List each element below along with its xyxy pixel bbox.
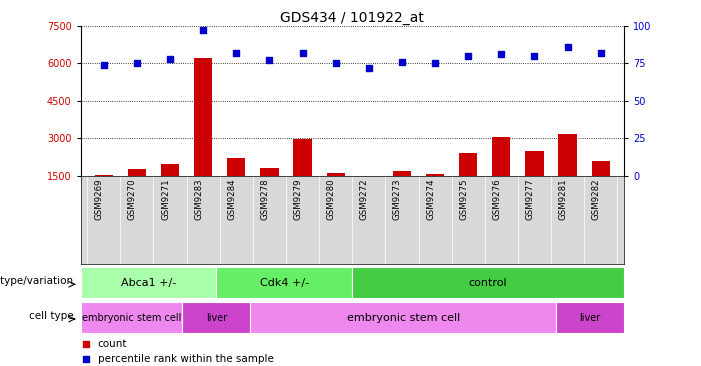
- Point: [529, 53, 540, 59]
- Bar: [250, 302, 556, 333]
- Point: [98, 62, 109, 68]
- Bar: [592, 161, 610, 176]
- Text: count: count: [97, 339, 127, 348]
- Point: [430, 60, 441, 66]
- Point: [562, 44, 573, 49]
- Text: cell type: cell type: [29, 311, 74, 321]
- Text: GSM9284: GSM9284: [227, 178, 236, 220]
- Text: GSM9271: GSM9271: [161, 178, 170, 220]
- Text: GSM9270: GSM9270: [128, 178, 137, 220]
- Point: [297, 50, 308, 56]
- Bar: [492, 137, 510, 176]
- Point: [264, 57, 275, 63]
- Point: [165, 56, 176, 61]
- Bar: [525, 151, 543, 176]
- Point: [396, 59, 407, 64]
- Text: GSM9279: GSM9279: [294, 178, 303, 220]
- Bar: [459, 153, 477, 176]
- Point: [81, 356, 92, 362]
- Text: GSM9278: GSM9278: [261, 178, 269, 220]
- Bar: [95, 175, 113, 176]
- Bar: [559, 134, 577, 176]
- Bar: [294, 139, 312, 176]
- Text: GSM9276: GSM9276: [492, 178, 501, 220]
- Text: GSM9277: GSM9277: [526, 178, 534, 220]
- Bar: [556, 302, 624, 333]
- Bar: [227, 158, 245, 176]
- Text: GSM9269: GSM9269: [95, 178, 104, 220]
- Point: [131, 60, 142, 66]
- Point: [330, 60, 341, 66]
- Point: [198, 27, 209, 33]
- Text: GSM9281: GSM9281: [559, 178, 568, 220]
- Point: [463, 53, 474, 59]
- Bar: [327, 173, 345, 176]
- Text: GSM9273: GSM9273: [393, 178, 402, 220]
- Text: GSM9282: GSM9282: [592, 178, 601, 220]
- Text: control: control: [469, 278, 508, 288]
- Text: percentile rank within the sample: percentile rank within the sample: [97, 354, 273, 364]
- Bar: [128, 169, 146, 176]
- Bar: [353, 267, 624, 298]
- Text: embryonic stem cell: embryonic stem cell: [82, 313, 182, 322]
- Bar: [182, 302, 250, 333]
- Text: genotype/variation: genotype/variation: [0, 276, 74, 286]
- Point: [595, 50, 606, 56]
- Text: liver: liver: [579, 313, 601, 322]
- Point: [363, 65, 374, 71]
- Text: Cdk4 +/-: Cdk4 +/-: [260, 278, 309, 288]
- Bar: [426, 174, 444, 176]
- Bar: [81, 302, 182, 333]
- Text: GSM9274: GSM9274: [426, 178, 435, 220]
- Point: [231, 50, 242, 56]
- Bar: [81, 267, 217, 298]
- Text: Abca1 +/-: Abca1 +/-: [121, 278, 176, 288]
- Bar: [260, 168, 278, 176]
- Title: GDS434 / 101922_at: GDS434 / 101922_at: [280, 11, 424, 25]
- Bar: [161, 164, 179, 176]
- Text: GSM9283: GSM9283: [194, 178, 203, 220]
- Bar: [393, 171, 411, 176]
- Text: GSM9272: GSM9272: [360, 178, 369, 220]
- Bar: [194, 58, 212, 176]
- Text: GSM9280: GSM9280: [327, 178, 336, 220]
- Text: GSM9275: GSM9275: [459, 178, 468, 220]
- Point: [496, 51, 507, 57]
- Text: embryonic stem cell: embryonic stem cell: [346, 313, 460, 322]
- Bar: [217, 267, 353, 298]
- Text: liver: liver: [206, 313, 227, 322]
- Point: [81, 341, 92, 347]
